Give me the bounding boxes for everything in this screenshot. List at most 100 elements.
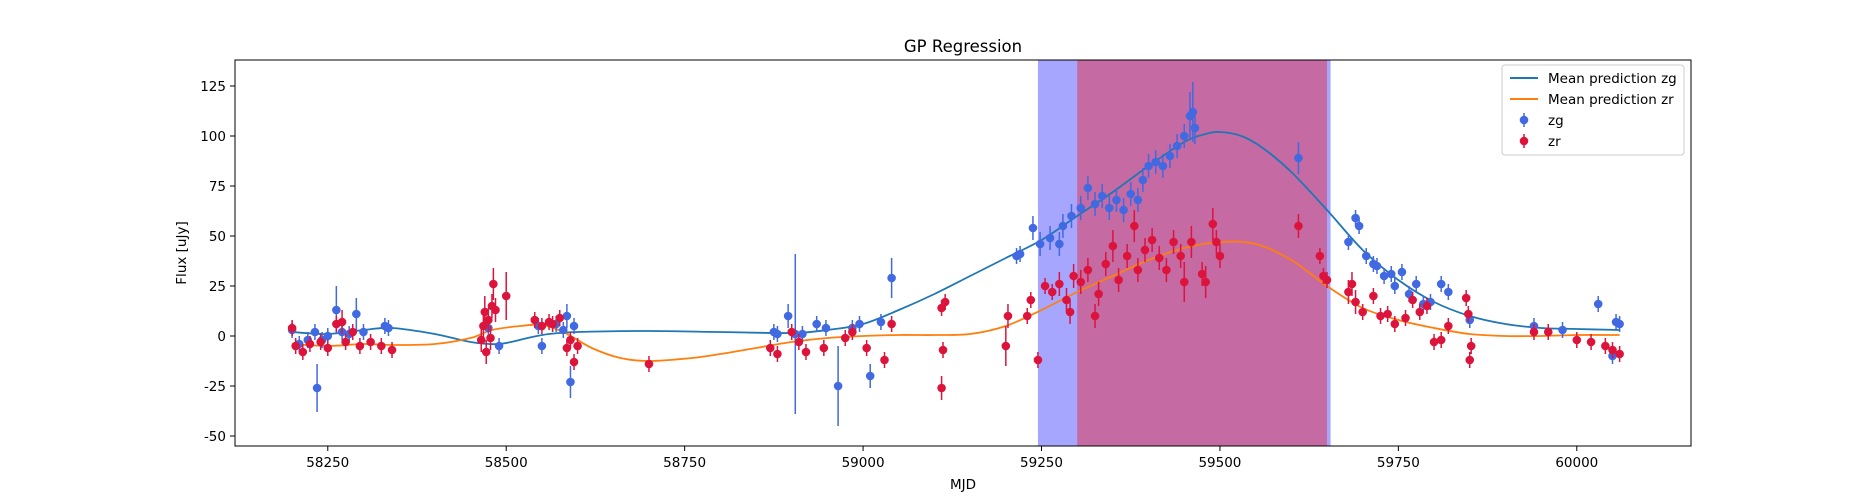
data-point-zg	[1112, 195, 1121, 205]
data-point-zg	[359, 327, 368, 337]
legend-label: Mean prediction zg	[1548, 71, 1677, 87]
data-point-zg	[1083, 183, 1093, 193]
data-point-zr	[1408, 295, 1417, 305]
data-point-zr	[1201, 277, 1210, 287]
data-point-zr	[486, 333, 495, 343]
data-point-zg	[1045, 233, 1055, 243]
data-point-zr	[848, 327, 857, 337]
data-point-zg	[783, 311, 793, 321]
data-point-zr	[1586, 337, 1596, 347]
data-point-zr	[1140, 245, 1150, 255]
data-point-zg	[384, 323, 393, 333]
data-point-zr	[1466, 341, 1476, 351]
data-point-zr	[1461, 293, 1471, 303]
data-point-zr	[1065, 307, 1075, 317]
data-point-zg	[1436, 279, 1446, 289]
data-point-zr	[530, 315, 540, 325]
data-point-zr	[348, 327, 358, 337]
data-point-zg	[323, 331, 333, 341]
data-point-zr	[323, 343, 333, 353]
data-point-zg	[1397, 267, 1407, 277]
data-point-zg	[1144, 161, 1153, 171]
data-point-zg	[1165, 151, 1175, 161]
x-tick-label: 58250	[306, 455, 349, 471]
y-tick-label: -50	[204, 429, 226, 445]
data-point-zg	[773, 329, 782, 339]
data-point-zr	[316, 337, 325, 347]
data-point-zr	[1294, 221, 1303, 231]
data-point-zg	[1090, 199, 1100, 209]
data-point-zg	[1058, 221, 1068, 231]
data-point-zg	[798, 329, 807, 339]
data-point-zr	[1083, 265, 1093, 275]
legend-box	[1501, 64, 1685, 156]
data-point-zr	[1101, 259, 1111, 269]
data-point-zr	[1415, 307, 1425, 317]
data-point-zg	[855, 319, 864, 329]
data-point-zr	[1543, 327, 1553, 337]
x-tick-label: 59000	[842, 455, 885, 471]
data-point-zr	[1197, 269, 1207, 279]
data-point-zr	[573, 341, 582, 351]
data-point-zg	[537, 341, 547, 351]
x-tick-label: 58500	[485, 455, 528, 471]
data-point-zr	[377, 341, 386, 351]
data-point-zr	[337, 317, 347, 327]
data-point-zr	[1162, 265, 1171, 275]
data-point-zg	[1444, 287, 1453, 297]
data-point-zr	[387, 345, 397, 355]
legend-entry-zr: zr	[1519, 134, 1561, 150]
data-point-zr	[840, 333, 850, 343]
data-point-zr	[1026, 295, 1036, 305]
data-point-zg	[1133, 195, 1143, 205]
data-point-zr	[862, 343, 871, 353]
data-point-zr	[787, 327, 797, 337]
data-point-zg	[1097, 191, 1107, 201]
data-point-zg	[1151, 157, 1161, 167]
legend-point-swatch	[1519, 115, 1529, 125]
legend-entry-zg: zg	[1519, 113, 1564, 129]
data-point-zr	[1094, 289, 1103, 299]
data-point-zr	[305, 339, 315, 349]
data-point-zr	[1212, 237, 1221, 247]
data-point-zr	[569, 357, 579, 367]
data-point-zg	[1105, 203, 1114, 213]
data-point-zr	[566, 335, 575, 345]
data-point-zr	[1572, 335, 1582, 345]
data-point-zr	[938, 345, 948, 355]
data-point-zr	[1422, 301, 1432, 311]
data-point-zr	[1322, 275, 1332, 285]
data-point-zg	[1558, 325, 1567, 335]
data-point-zr	[480, 307, 490, 317]
data-point-zr	[1179, 277, 1189, 287]
data-point-zg	[569, 321, 579, 331]
data-point-zr	[1055, 279, 1064, 289]
legend-label: zr	[1548, 134, 1561, 150]
data-point-zr	[1383, 309, 1392, 319]
data-point-zg	[821, 323, 831, 333]
data-point-zr	[476, 335, 486, 345]
data-point-zr	[1344, 287, 1353, 297]
data-point-zr	[1215, 251, 1225, 261]
data-point-zr	[1003, 311, 1013, 321]
data-point-zr	[537, 321, 547, 331]
data-point-zr	[1001, 341, 1011, 351]
data-point-zg	[494, 341, 504, 351]
data-point-zg	[1294, 153, 1303, 163]
data-point-zr	[1108, 241, 1118, 251]
data-point-zr	[1122, 251, 1132, 261]
data-point-zr	[1033, 355, 1043, 365]
data-point-zr	[1464, 309, 1473, 319]
data-point-zr	[291, 341, 300, 351]
chart-title: GP Regression	[904, 37, 1022, 56]
y-tick-label: 75	[209, 179, 226, 195]
data-point-zg	[310, 327, 320, 337]
x-tick-label: 59250	[1020, 455, 1063, 471]
data-point-zg	[562, 311, 572, 321]
data-point-zr	[1608, 345, 1617, 355]
data-point-zr	[1347, 279, 1357, 289]
data-point-zr	[481, 347, 491, 357]
data-point-zr	[1208, 219, 1218, 229]
data-point-zr	[644, 359, 654, 369]
data-point-zg	[876, 317, 886, 327]
